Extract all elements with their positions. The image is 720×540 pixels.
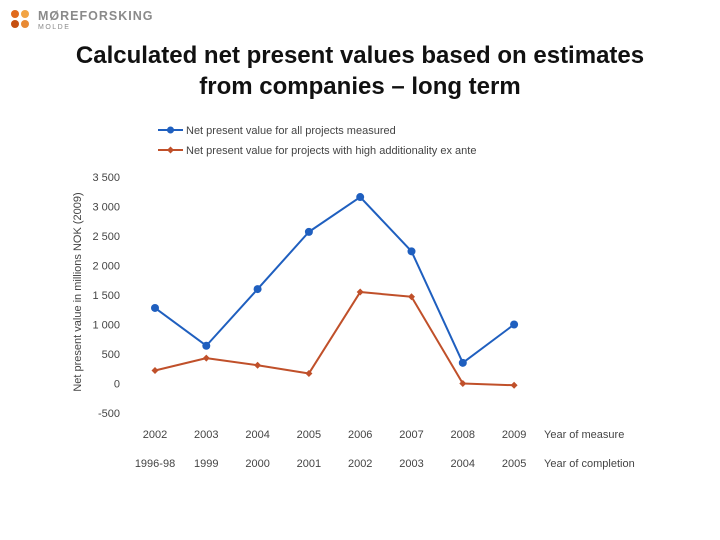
data-point — [254, 361, 262, 369]
legend-marker — [167, 146, 174, 154]
y-tick-label: 1 000 — [92, 320, 120, 332]
x-tick-label: 2003 — [194, 429, 218, 441]
y-tick-label: 2 000 — [92, 261, 120, 273]
x-tick-label: 2004 — [245, 429, 269, 441]
y-tick-label: 500 — [102, 349, 120, 361]
logo-icon — [11, 10, 29, 28]
data-point — [253, 285, 262, 294]
title-line-2: from companies – long term — [199, 73, 521, 100]
logo: MØREFORSKING MOLDE — [6, 5, 156, 35]
series-line — [154, 291, 515, 387]
y-tick-label: -500 — [98, 408, 120, 420]
y-tick-label: 0 — [114, 379, 120, 391]
data-point — [356, 193, 365, 202]
data-point — [151, 367, 159, 375]
data-point — [151, 303, 159, 312]
x-secondary-tick-label: 2003 — [399, 458, 423, 470]
title-line-1: Calculated net present values based on e… — [75, 42, 645, 69]
x-tick-label: 2007 — [399, 429, 423, 441]
logo-name: MØREFORSKING — [38, 9, 154, 23]
data-point — [305, 369, 313, 377]
data-point — [407, 247, 416, 256]
legend-label: Net present value for projects with high… — [186, 145, 476, 157]
x-tick-label: 2006 — [348, 429, 372, 441]
x-secondary-axis-label: Year of completion — [544, 458, 635, 470]
legend-label: Net present value for all projects measu… — [186, 125, 396, 137]
x-tick-label: 2005 — [297, 429, 321, 441]
y-tick-label: 1 500 — [92, 290, 120, 302]
x-secondary-tick-label: 1996-98 — [135, 458, 175, 470]
x-tick-label: 2008 — [451, 429, 475, 441]
data-point — [304, 227, 313, 236]
x-tick-label: 2009 — [502, 429, 526, 441]
x-secondary-tick-label: 1999 — [194, 458, 218, 470]
x-secondary-tick-label: 2004 — [451, 458, 475, 470]
y-tick-label: 3 500 — [92, 172, 120, 184]
data-point — [408, 293, 415, 301]
y-tick-label: 3 000 — [92, 202, 120, 214]
x-secondary-tick-label: 2000 — [245, 458, 269, 470]
data-point — [458, 358, 467, 367]
legend-marker — [167, 126, 174, 134]
data-point — [510, 320, 519, 329]
data-point — [510, 381, 518, 389]
x-tick-label: 2002 — [143, 429, 167, 441]
data-point — [356, 288, 364, 296]
page-title: Calculated net present values based on e… — [0, 40, 720, 102]
data-point — [459, 380, 467, 387]
x-secondary-tick-label: 2002 — [348, 458, 372, 470]
series-line — [154, 196, 515, 364]
data-point — [202, 354, 210, 362]
x-axis-label: Year of measure — [544, 429, 624, 441]
x-secondary-tick-label: 2005 — [502, 458, 526, 470]
x-secondary-tick-label: 2001 — [297, 458, 321, 470]
logo-sub: MOLDE — [38, 24, 71, 31]
data-point — [202, 341, 211, 350]
y-tick-label: 2 500 — [92, 231, 120, 243]
y-axis-label: Net present value in millions NOK (2009) — [72, 192, 84, 391]
